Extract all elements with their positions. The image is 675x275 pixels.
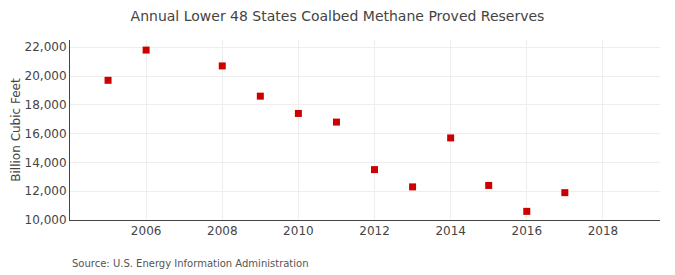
svg-text:Source: U.S. Energy Informatio: Source: U.S. Energy Information Administ…	[72, 258, 309, 269]
svg-text:12,000: 12,000	[25, 184, 67, 198]
svg-text:16,000: 16,000	[25, 127, 67, 141]
svg-text:Billion Cubic Feet: Billion Cubic Feet	[9, 78, 23, 182]
svg-text:2016: 2016	[511, 224, 542, 238]
svg-text:2006: 2006	[131, 224, 162, 238]
svg-text:2014: 2014	[435, 224, 466, 238]
svg-text:2008: 2008	[207, 224, 238, 238]
svg-text:14,000: 14,000	[25, 156, 67, 170]
svg-text:2010: 2010	[283, 224, 314, 238]
svg-text:2012: 2012	[359, 224, 390, 238]
svg-text:18,000: 18,000	[25, 98, 67, 112]
svg-text:22,000: 22,000	[25, 40, 67, 54]
svg-text:20,000: 20,000	[25, 69, 67, 83]
svg-text:2018: 2018	[588, 224, 619, 238]
svg-text:Annual Lower 48 States Coalbed: Annual Lower 48 States Coalbed Methane P…	[131, 8, 545, 24]
svg-text:10,000: 10,000	[25, 213, 67, 227]
